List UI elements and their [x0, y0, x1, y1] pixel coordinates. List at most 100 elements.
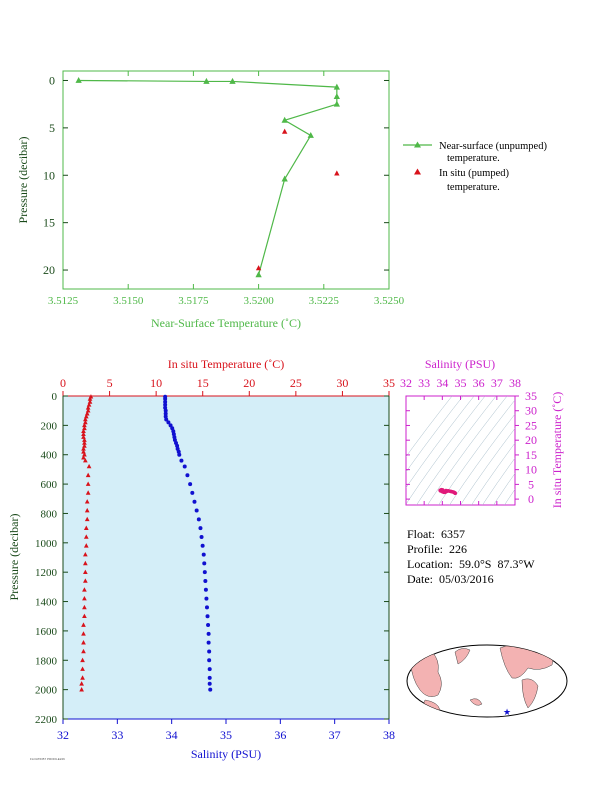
- y-tick-label: 20: [43, 263, 55, 277]
- in-situ-point: [334, 170, 340, 176]
- profile-salinity-ticks: 32 33 34 35 36 37 38: [57, 719, 395, 742]
- salinity-point: [204, 605, 209, 610]
- temperature-tick-label: 5: [107, 376, 113, 390]
- profile-temperature-axis-label: In situ Temperature (˚C): [168, 357, 285, 371]
- ts-density-contours: [406, 396, 515, 505]
- ts-temperature-axis-label: In situ Temperature (˚C): [550, 392, 564, 509]
- x-tick-label: 3.5175: [178, 295, 209, 307]
- salinity-point: [198, 526, 203, 531]
- salinity-point: [190, 490, 195, 495]
- temperature-point: [87, 396, 93, 401]
- temperature-point: [82, 452, 87, 457]
- temperature-point: [80, 666, 85, 671]
- temperature-point: [83, 578, 88, 583]
- temperature-tick-label: 20: [243, 376, 255, 390]
- salinity-point: [208, 687, 213, 692]
- salinity-point: [207, 667, 212, 672]
- density-contour: [493, 472, 515, 505]
- salinity-point: [206, 631, 211, 636]
- salinity-point: [206, 623, 211, 628]
- in-situ-point: [281, 128, 288, 134]
- temperature-point: [82, 422, 87, 428]
- salinity-point: [203, 587, 208, 592]
- density-contour: [406, 396, 464, 473]
- ts-temperature-tick-label: 10: [525, 463, 537, 477]
- salinity-point: [207, 649, 212, 654]
- salinity-point: [202, 561, 207, 566]
- temperature-tick-label: 0: [60, 376, 66, 390]
- salinity-tick-label: 32: [57, 728, 69, 742]
- near-surface-y-axis-label: Pressure (decibar): [16, 137, 30, 224]
- density-contour: [449, 413, 515, 505]
- temperature-point: [81, 622, 86, 627]
- pressure-tick-label: 1400: [35, 597, 58, 609]
- ts-temperature-tick-label: 15: [525, 448, 537, 462]
- temperature-point: [82, 604, 87, 610]
- salinity-point: [164, 417, 169, 422]
- density-contour: [427, 396, 508, 505]
- temperature-point: [80, 657, 85, 663]
- near-surface-point: [229, 77, 236, 84]
- temperature-point: [82, 596, 87, 601]
- near-surface-point: [333, 93, 340, 100]
- salinity-tick-label: 34: [166, 728, 178, 742]
- near-surface-point: [333, 83, 340, 90]
- temperature-point: [81, 631, 86, 636]
- pressure-tick-label: 2000: [35, 685, 58, 697]
- pressure-tick-label: 1800: [35, 655, 58, 667]
- temperature-point: [81, 449, 86, 454]
- temperature-point: [82, 443, 87, 448]
- legend-marker-near-surface: [414, 141, 421, 148]
- salinity-point: [206, 640, 211, 645]
- temperature-tick-label: 10: [150, 376, 162, 390]
- profile-salinity-axis-label: Salinity (PSU): [191, 747, 261, 761]
- near-surface-point: [203, 77, 210, 84]
- x-tick-label: 3.5225: [309, 295, 340, 307]
- world-map-icon: ★: [406, 644, 568, 718]
- ts-salinity-tick-label: 36: [473, 376, 485, 390]
- ts-salinity-tick-label: 38: [509, 376, 521, 390]
- legend-label-near-surface-2: temperature.: [447, 153, 500, 164]
- near-surface-point: [255, 271, 262, 278]
- density-contour: [504, 488, 515, 505]
- density-contour: [406, 396, 453, 458]
- density-contour: [471, 442, 515, 505]
- density-contour: [438, 399, 515, 505]
- pressure-tick-label: 600: [41, 479, 58, 491]
- temperature-point: [83, 551, 88, 557]
- salinity-profile-series: [163, 394, 213, 692]
- near-surface-legend: Near-surface (unpumped) temperature. In …: [403, 141, 547, 193]
- temperature-profile-series: [79, 394, 94, 692]
- ts-salinity-tick-label: 35: [455, 376, 467, 390]
- salinity-point: [163, 411, 168, 416]
- salinity-point: [163, 396, 168, 401]
- salinity-point: [207, 675, 212, 680]
- ts-salinity-tick-label: 37: [491, 376, 503, 390]
- density-contour: [460, 427, 515, 505]
- temperature-point: [79, 681, 84, 686]
- profile-chart: 0 5 10 15 20 25 30 35 32 33 34 35 36 37 38 0 200 400 600…: [7, 357, 395, 761]
- temperature-point: [79, 687, 84, 692]
- temperature-point: [82, 425, 87, 431]
- temperature-point: [82, 437, 87, 442]
- legend-label-in-situ-2: temperature.: [447, 182, 500, 193]
- salinity-point: [163, 399, 168, 404]
- near-surface-x-ticks: 3.5125 3.5150 3.5175 3.5200 3.5225 3.5250: [48, 71, 405, 307]
- salinity-point: [177, 452, 182, 457]
- temperature-point: [86, 402, 92, 407]
- ts-temperature-tick-label: 25: [525, 418, 537, 432]
- salinity-point: [192, 499, 197, 504]
- pressure-tick-label: 1600: [35, 626, 58, 638]
- y-tick-label: 5: [49, 121, 55, 135]
- salinity-point: [182, 464, 187, 469]
- temperature-point: [81, 455, 86, 460]
- temperature-point: [85, 405, 91, 410]
- near-surface-point: [333, 100, 340, 107]
- x-tick-label: 3.5200: [243, 295, 274, 307]
- footnote: FLOAT6357 PROFILE226: [30, 757, 65, 761]
- location-label: Location: 59.0°S 87.3°W: [407, 557, 535, 571]
- near-surface-x-axis-label: Near-Surface Temperature (˚C): [151, 316, 301, 330]
- salinity-point: [166, 420, 171, 425]
- near-surface-y-ticks: 0 5 10 15 20: [43, 73, 389, 277]
